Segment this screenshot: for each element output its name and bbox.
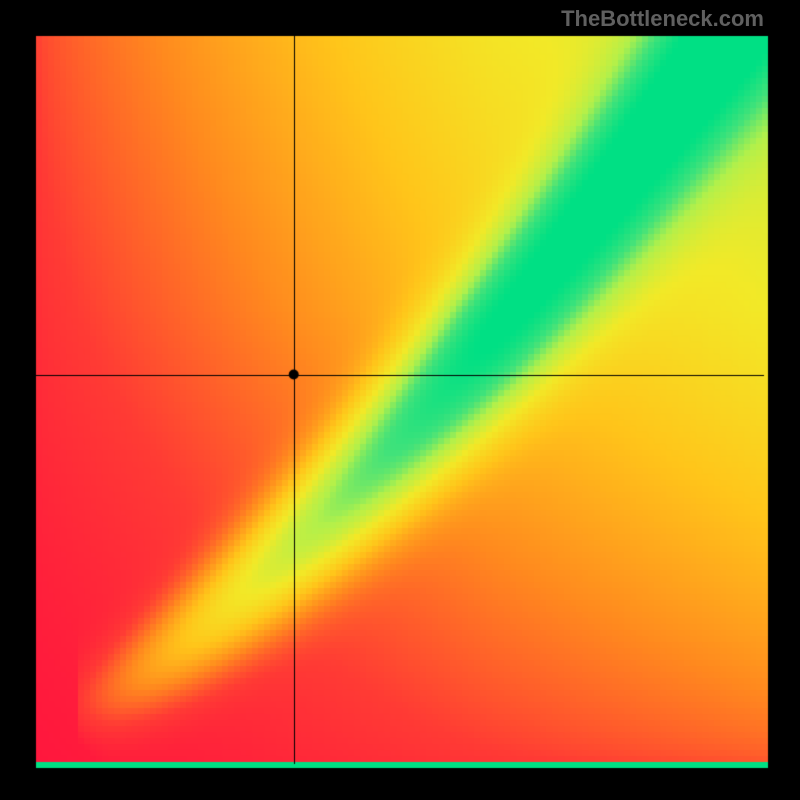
chart-container: TheBottleneck.com <box>0 0 800 800</box>
watermark-text: TheBottleneck.com <box>561 6 764 32</box>
bottleneck-heatmap <box>0 0 800 800</box>
